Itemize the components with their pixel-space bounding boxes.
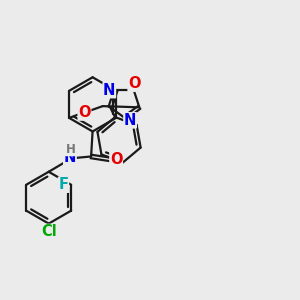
Text: O: O: [128, 76, 141, 91]
Text: N: N: [64, 150, 76, 165]
Text: H: H: [66, 142, 75, 156]
Text: N: N: [124, 113, 136, 128]
Text: F: F: [58, 177, 68, 192]
Text: O: O: [78, 105, 91, 120]
Text: O: O: [110, 152, 122, 167]
Text: Cl: Cl: [41, 224, 57, 239]
Text: N: N: [103, 83, 116, 98]
